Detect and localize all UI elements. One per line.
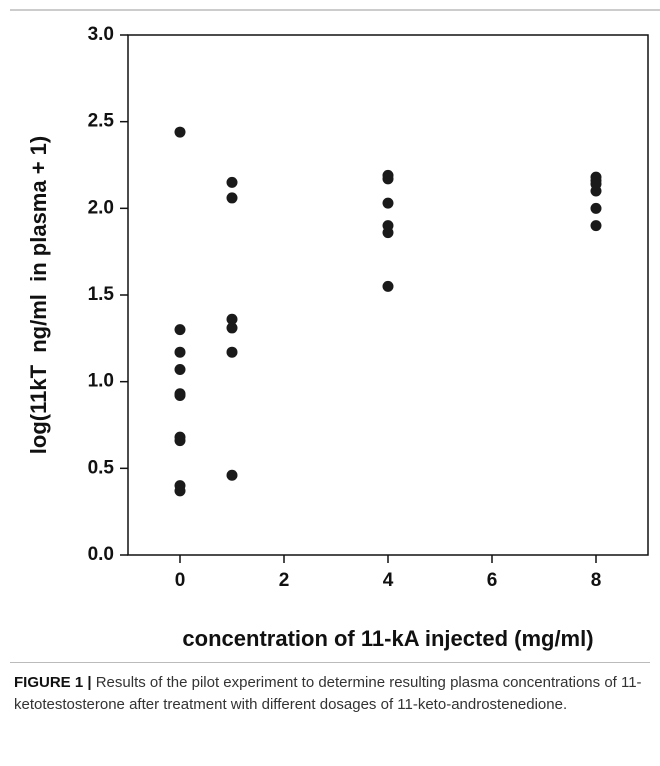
- caption: FIGURE 1 | Results of the pilot experime…: [14, 672, 644, 716]
- point: [226, 346, 238, 358]
- plot-frame: [127, 34, 649, 556]
- y-tick-label: 0.5: [88, 457, 115, 478]
- y-tick-label: 2.0: [88, 197, 114, 218]
- point: [174, 126, 186, 138]
- caption-label: FIGURE 1 |: [14, 674, 92, 691]
- caption-text: Results of the pilot experiment to deter…: [14, 674, 642, 713]
- point: [226, 313, 238, 325]
- y-tick-label: 1.5: [88, 284, 115, 305]
- x-tick-label: 2: [279, 570, 290, 591]
- x-axis-title: concentration of 11-kA injected (mg/ml): [182, 626, 593, 651]
- point: [226, 322, 238, 334]
- x-tick-label: 0: [175, 570, 186, 591]
- point: [382, 197, 394, 209]
- y-tick-label: 3.0: [88, 24, 114, 45]
- x-tick-label: 4: [383, 570, 394, 591]
- x-tick-label: 6: [487, 570, 498, 591]
- x-tick-label: 8: [591, 570, 602, 591]
- y-tick-label: 2.5: [88, 111, 115, 132]
- point: [174, 485, 186, 497]
- point: [382, 227, 394, 239]
- point: [174, 346, 186, 358]
- point: [590, 220, 602, 232]
- caption-rule: [10, 662, 650, 663]
- point: [226, 469, 238, 481]
- point: [174, 364, 186, 376]
- point: [382, 173, 394, 185]
- point: [382, 280, 394, 292]
- chart: concentration of 11-kA injected (mg/ml) …: [10, 9, 660, 651]
- point: [590, 185, 602, 197]
- y-tick-label: 1.0: [88, 371, 114, 392]
- point: [174, 324, 186, 336]
- y-axis-title: log(11kT ng/ml in plasma + 1): [26, 136, 51, 454]
- y-tick-label: 0.0: [88, 544, 114, 565]
- point: [174, 435, 186, 447]
- point: [226, 192, 238, 204]
- point: [226, 176, 238, 188]
- point: [174, 390, 186, 402]
- point: [590, 202, 602, 214]
